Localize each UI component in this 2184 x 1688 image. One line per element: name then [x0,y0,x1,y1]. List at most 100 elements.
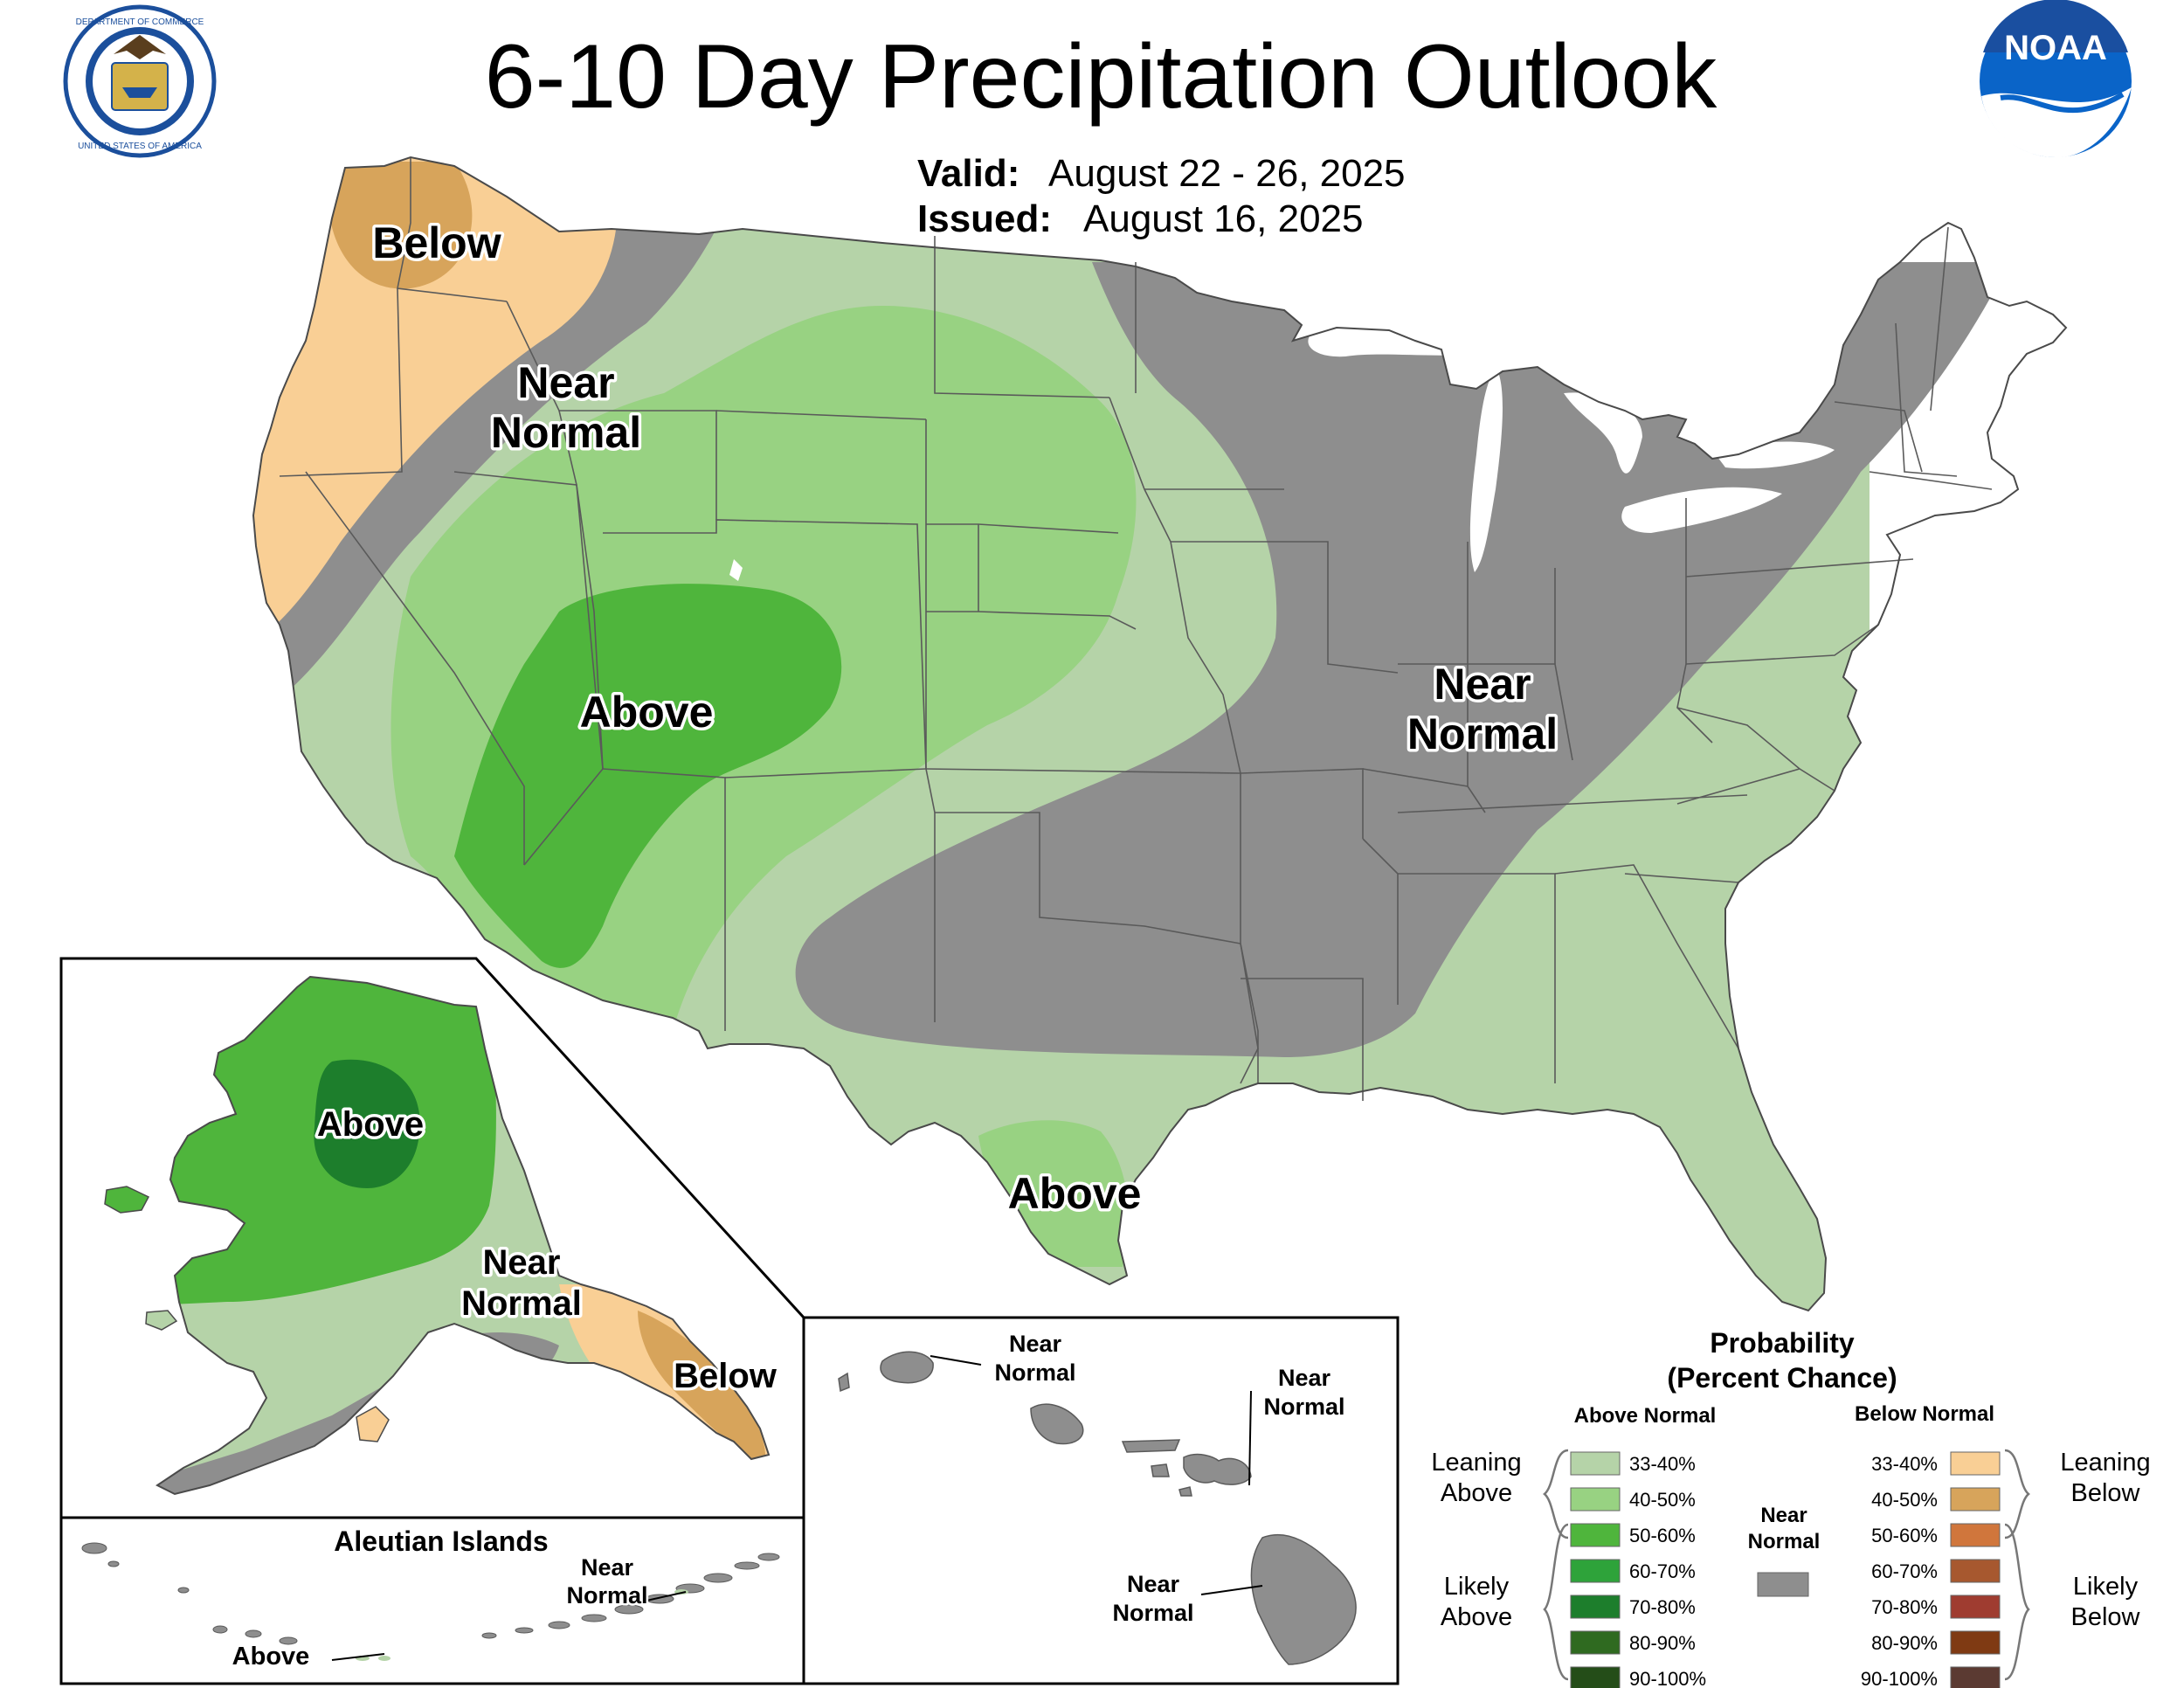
tx-above-label: Above [1008,1169,1142,1218]
likely-above-label-line2: Above [1441,1603,1512,1631]
lanai-island [1151,1463,1170,1477]
legend-below-swatch-0 [1950,1451,2001,1476]
aleutian-inset: Aleutian Islands Near [59,1516,805,1685]
nw-near-label-line2: Normal [491,408,641,457]
seal-bottom-text: UNITED STATES OF AMERICA [78,142,202,151]
nw-below-region [253,157,619,647]
issued-date: August 16, 2025 [1083,197,1363,240]
nw-near-label-line1: Near [517,358,614,407]
noaa-logo: NOAA [1980,0,2132,158]
legend-above-swatch-2 [1570,1523,1621,1547]
legend-above-label-0: 33-40% [1629,1453,1696,1475]
hawaii-inset: Near Normal Near Normal Near Normal [802,1316,1400,1685]
valid-label: Valid: [917,152,1019,195]
hawaii-islands [838,1351,1357,1665]
legend-below-label-4: 70-80% [1871,1596,1938,1618]
legend-above-label-5: 80-90% [1629,1632,1696,1654]
legend-above-label-3: 60-70% [1629,1560,1696,1582]
alaska-below-strong-region [638,1311,766,1468]
likely-above-label-line1: Likely [1444,1573,1510,1601]
hawaii-big-near-label-line1: Near [1127,1571,1180,1597]
legend-above-swatch-6 [1570,1666,1621,1688]
four-corners-above-region [454,584,842,968]
likely-below-label-line2: Below [2071,1603,2141,1631]
sw-above-label: Above [580,688,714,737]
legend-above-swatch-0 [1570,1451,1621,1476]
legend-above-swatch-1 [1570,1487,1621,1512]
leaning-above-label-line2: Above [1441,1479,1512,1507]
legend-below-swatch-2 [1950,1523,2001,1547]
alaska-near-label-line1: Near [483,1243,561,1282]
nunivak-island [145,1310,178,1331]
legend-below-label-0: 33-40% [1871,1453,1938,1475]
legend-above-label-6: 90-100% [1629,1668,1706,1688]
nw-below-strong-region [323,162,473,289]
east-near-label-line1: Near [1434,660,1531,709]
niihau-island [838,1372,850,1393]
legend-below-label-6: 90-100% [1861,1668,1938,1688]
leaning-above-bracket [1543,1449,1569,1539]
legend-below-swatch-6 [1950,1666,2001,1688]
texas-above-region [978,1120,1129,1267]
legend-below-swatch-5 [1950,1630,2001,1655]
legend-below-label-1: 40-50% [1871,1489,1938,1511]
legend-below-swatches: 33-40% 40-50% 50-60% 60-70% 70-80% 80-90% 90-1… [1861,1451,2001,1688]
alaska-above-region [157,977,496,1306]
hawaii-ne-near-label-line1: Near [1278,1365,1331,1391]
legend-above-label-2: 50-60% [1629,1525,1696,1546]
state-boundaries [279,157,1993,1101]
alaska-above-label: Above [317,1105,424,1144]
kahoolawe-island [1178,1486,1192,1497]
likely-above-bracket [1543,1523,1569,1681]
aleutian-island-chain [81,1542,780,1645]
seal-top-text: DEPARTMENT OF COMMERCE [76,17,204,27]
legend-below-label-2: 50-60% [1871,1525,1938,1546]
page-title: 6-10 Day Precipitation Outlook [485,26,1718,128]
leaning-above-label-line1: Leaning [1431,1449,1521,1477]
valid-date: August 22 - 26, 2025 [1048,152,1406,195]
legend-above-header: Above Normal [1574,1404,1717,1428]
legend-above-swatches: 33-40% 40-50% 50-60% 60-70% 70-80% 80-90% 90-1… [1570,1451,1706,1688]
kauai-island [880,1351,934,1384]
legend-above-label-1: 40-50% [1629,1489,1696,1511]
kodiak-island [356,1406,390,1442]
legend-below-swatch-3 [1950,1559,2001,1583]
conus-outline [252,156,2068,1312]
conus-map: Below Near Normal Above Near Normal Abov… [252,156,2068,1312]
alaska-inset: Above Near Normal Below [59,957,805,1519]
legend-title-line1: Probability [1710,1327,1855,1359]
molokai-island [1121,1439,1181,1453]
leaning-below-bracket [2004,1449,2030,1539]
alaska-above-strong-region [314,1059,420,1188]
noaa-text: NOAA [2004,29,2107,67]
leaning-below-label-line2: Below [2071,1479,2141,1507]
maui-island [1183,1453,1252,1485]
alaska-near-label-line2: Normal [461,1284,582,1323]
leaning-below-label-line1: Leaning [2060,1449,2150,1477]
east-near-label-line2: Normal [1407,709,1558,758]
east-near-normal-region [795,262,2010,1057]
legend-above-swatch-5 [1570,1630,1621,1655]
legend-below-swatch-1 [1950,1487,2001,1512]
legend-below-header: Below Normal [1855,1402,1994,1426]
oahu-island [1030,1403,1084,1445]
hawaii-big-near-label-line2: Normal [1112,1600,1193,1626]
aleutian-near-label-line1: Near [581,1554,634,1581]
hawaii-inset-frame [802,1316,1400,1685]
legend-below-swatch-4 [1950,1595,2001,1619]
legend-near-normal-swatch [1757,1572,1809,1597]
legend-above-swatch-4 [1570,1595,1621,1619]
hawaii-nw-near-label-line2: Normal [994,1359,1075,1386]
legend-above-swatch-3 [1570,1559,1621,1583]
hawaii-nw-near-label-line1: Near [1009,1331,1062,1357]
likely-below-bracket [2004,1523,2030,1681]
big-island [1250,1533,1357,1665]
alaska-below-label: Below [674,1357,778,1395]
hawaii-ne-near-label-line2: Normal [1263,1394,1344,1420]
department-of-commerce-seal: DEPARTMENT OF COMMERCE UNITED STATES OF … [63,4,217,158]
legend-below-label-3: 60-70% [1871,1560,1938,1582]
legend-above-label-4: 70-80% [1629,1596,1696,1618]
aleutian-above-label: Above [232,1643,310,1671]
nw-below-label: Below [372,218,501,267]
